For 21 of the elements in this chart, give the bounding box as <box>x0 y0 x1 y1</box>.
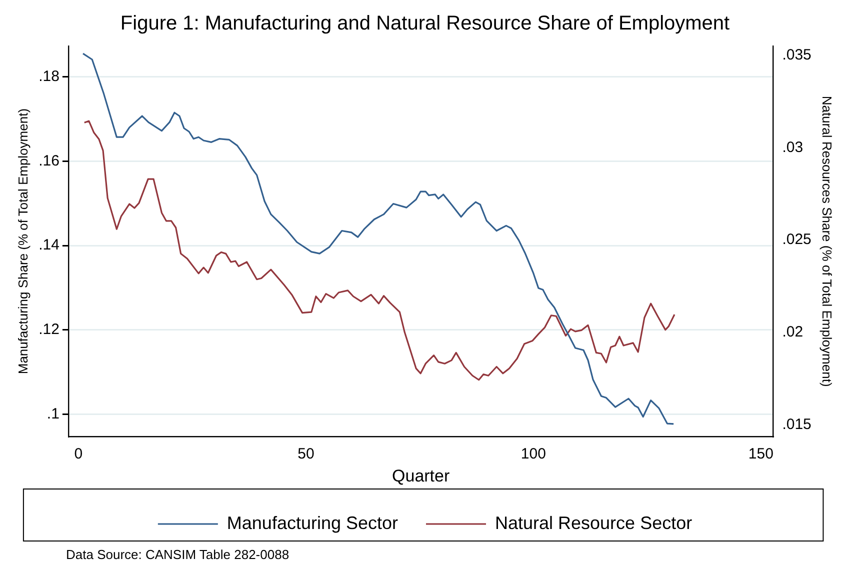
y-tick-label: .12 <box>38 321 60 338</box>
y2-tick-label: .025 <box>782 231 812 248</box>
legend-label: Natural Resource Sector <box>495 512 692 533</box>
y-tick-label: .18 <box>38 68 60 85</box>
x-tick-label: 50 <box>298 446 314 463</box>
x-tick-label: 150 <box>748 446 774 463</box>
x-tick-label: 100 <box>520 446 546 463</box>
y-tick-label: .16 <box>38 152 60 170</box>
y-tick-label: .14 <box>38 236 60 254</box>
y2-axis-title: Natural Resources Share (% of Total Employment) <box>820 96 835 387</box>
x-axis-title: Quarter <box>392 466 450 486</box>
y2-tick-label: .015 <box>782 416 812 433</box>
chart-title: Figure 1: Manufacturing and Natural Resource Share of Employment <box>120 12 730 35</box>
y2-tick-label: .03 <box>782 138 804 156</box>
source-note: Data Source: CANSIM Table 282-0088 <box>66 547 290 562</box>
y-axis-title: Manufacturing Share (% of Total Employment) <box>15 108 30 374</box>
y2-tick-label: .035 <box>782 46 812 64</box>
legend-label: Manufacturing Sector <box>226 512 398 533</box>
y-tick-label: .1 <box>46 405 60 422</box>
y2-tick-label: .02 <box>782 324 804 341</box>
x-tick-label: 0 <box>74 446 83 463</box>
